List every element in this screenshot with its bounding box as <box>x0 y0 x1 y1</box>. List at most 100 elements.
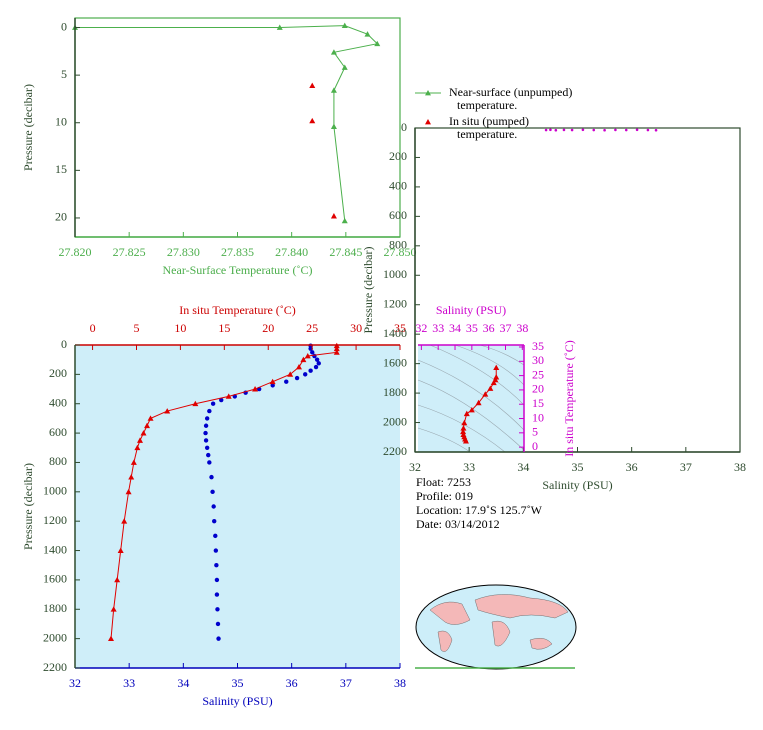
x2-axis-title: In situ Temperature (˚C) <box>179 303 296 317</box>
marker <box>213 548 219 553</box>
y-tick-label: 20 <box>55 210 67 224</box>
marker <box>482 391 489 397</box>
y-tick-label: 30 <box>532 353 544 367</box>
marker <box>308 368 313 373</box>
marker <box>203 423 209 428</box>
marker <box>341 22 348 29</box>
marker <box>211 504 216 509</box>
y-tick-label: 1000 <box>383 267 407 281</box>
legend-label: In situ (pumped) temperature. <box>449 114 529 141</box>
y-axis-title: In situ Temperature (˚C) <box>562 340 576 457</box>
marker <box>316 361 321 366</box>
marker <box>225 393 232 399</box>
marker <box>304 353 311 359</box>
y-tick-label: 2200 <box>383 444 407 458</box>
marker <box>646 128 650 132</box>
y-tick-label: 800 <box>389 238 407 252</box>
marker <box>462 438 469 444</box>
marker <box>125 488 132 495</box>
marker <box>544 128 548 132</box>
y-tick-label: 1400 <box>43 542 67 556</box>
marker <box>333 349 340 355</box>
marker <box>128 474 135 480</box>
info-line: Location: 17.9˚S 125.7˚W <box>416 503 543 517</box>
marker <box>654 128 658 132</box>
y-tick-label: 1200 <box>383 296 407 310</box>
marker <box>134 444 141 451</box>
marker <box>554 128 558 132</box>
x-tick-label: 37 <box>499 321 511 335</box>
marker <box>303 372 308 377</box>
x-tick-label: 27.830 <box>167 245 200 259</box>
marker <box>203 430 208 436</box>
y-tick-label: 2200 <box>43 660 67 674</box>
y-tick-label: 5 <box>61 67 67 81</box>
land <box>437 630 453 652</box>
marker <box>204 445 210 450</box>
marker <box>117 547 124 553</box>
y-tick-label: 0 <box>532 439 538 453</box>
marker <box>341 217 348 224</box>
marker <box>214 592 220 597</box>
x-tick-label: 38 <box>734 460 746 474</box>
x2-tick-label: 5 <box>133 321 139 335</box>
marker <box>284 379 289 384</box>
y-tick-label: 15 <box>55 162 67 176</box>
marker <box>490 379 497 386</box>
series-line <box>75 25 379 221</box>
marker <box>493 364 500 371</box>
y-tick-label: 20 <box>532 382 544 396</box>
marker <box>461 419 468 426</box>
marker <box>114 576 121 583</box>
x2-tick-label: 15 <box>218 321 230 335</box>
y-tick-label: 2000 <box>43 630 67 644</box>
x-axis-title: Salinity (PSU) <box>202 694 272 708</box>
y-tick-label: 0 <box>61 19 67 33</box>
marker <box>215 607 220 612</box>
marker <box>213 533 218 539</box>
marker <box>592 128 596 132</box>
y-tick-label: 0 <box>401 120 407 134</box>
x-tick-label: 33 <box>123 676 135 690</box>
y-tick-label: 25 <box>532 367 544 381</box>
y-axis-title: Pressure (decibar) <box>21 84 35 171</box>
marker <box>147 415 154 421</box>
x-tick-label: 34 <box>177 676 189 690</box>
marker <box>212 518 217 524</box>
info-line: Profile: 019 <box>416 489 473 503</box>
x-tick-label: 34 <box>517 460 529 474</box>
marker <box>207 408 212 414</box>
marker <box>313 364 319 370</box>
x-tick-label: 32 <box>409 460 421 474</box>
contour <box>417 359 525 431</box>
legend-marker <box>425 119 431 125</box>
x-tick-label: 34 <box>449 321 461 335</box>
marker <box>460 425 467 431</box>
y-tick-label: 0 <box>61 337 67 351</box>
x-tick-label: 38 <box>516 321 528 335</box>
x-axis-title: Near-Surface Temperature (˚C) <box>163 263 313 277</box>
y-tick-label: 2000 <box>383 414 407 428</box>
y-tick-label: 200 <box>49 366 67 380</box>
x2-tick-label: 35 <box>394 321 406 335</box>
land <box>491 620 511 647</box>
density-contours <box>417 344 525 453</box>
marker <box>549 128 552 132</box>
y-tick-label: 1800 <box>43 601 67 615</box>
x-tick-label: 27.835 <box>221 245 254 259</box>
marker <box>309 117 316 124</box>
marker <box>487 385 494 391</box>
marker <box>581 128 585 132</box>
x-tick-label: 36 <box>626 460 638 474</box>
marker <box>330 49 337 55</box>
y-tick-label: 400 <box>49 395 67 409</box>
marker <box>214 563 219 568</box>
land <box>429 601 471 625</box>
y-tick-label: 5 <box>532 425 538 439</box>
y-tick-label: 400 <box>389 179 407 193</box>
x-tick-label: 33 <box>432 321 444 335</box>
x-tick-label: 27.850 <box>384 245 417 259</box>
x2-tick-label: 30 <box>350 321 362 335</box>
x-tick-label: 27.820 <box>59 245 92 259</box>
